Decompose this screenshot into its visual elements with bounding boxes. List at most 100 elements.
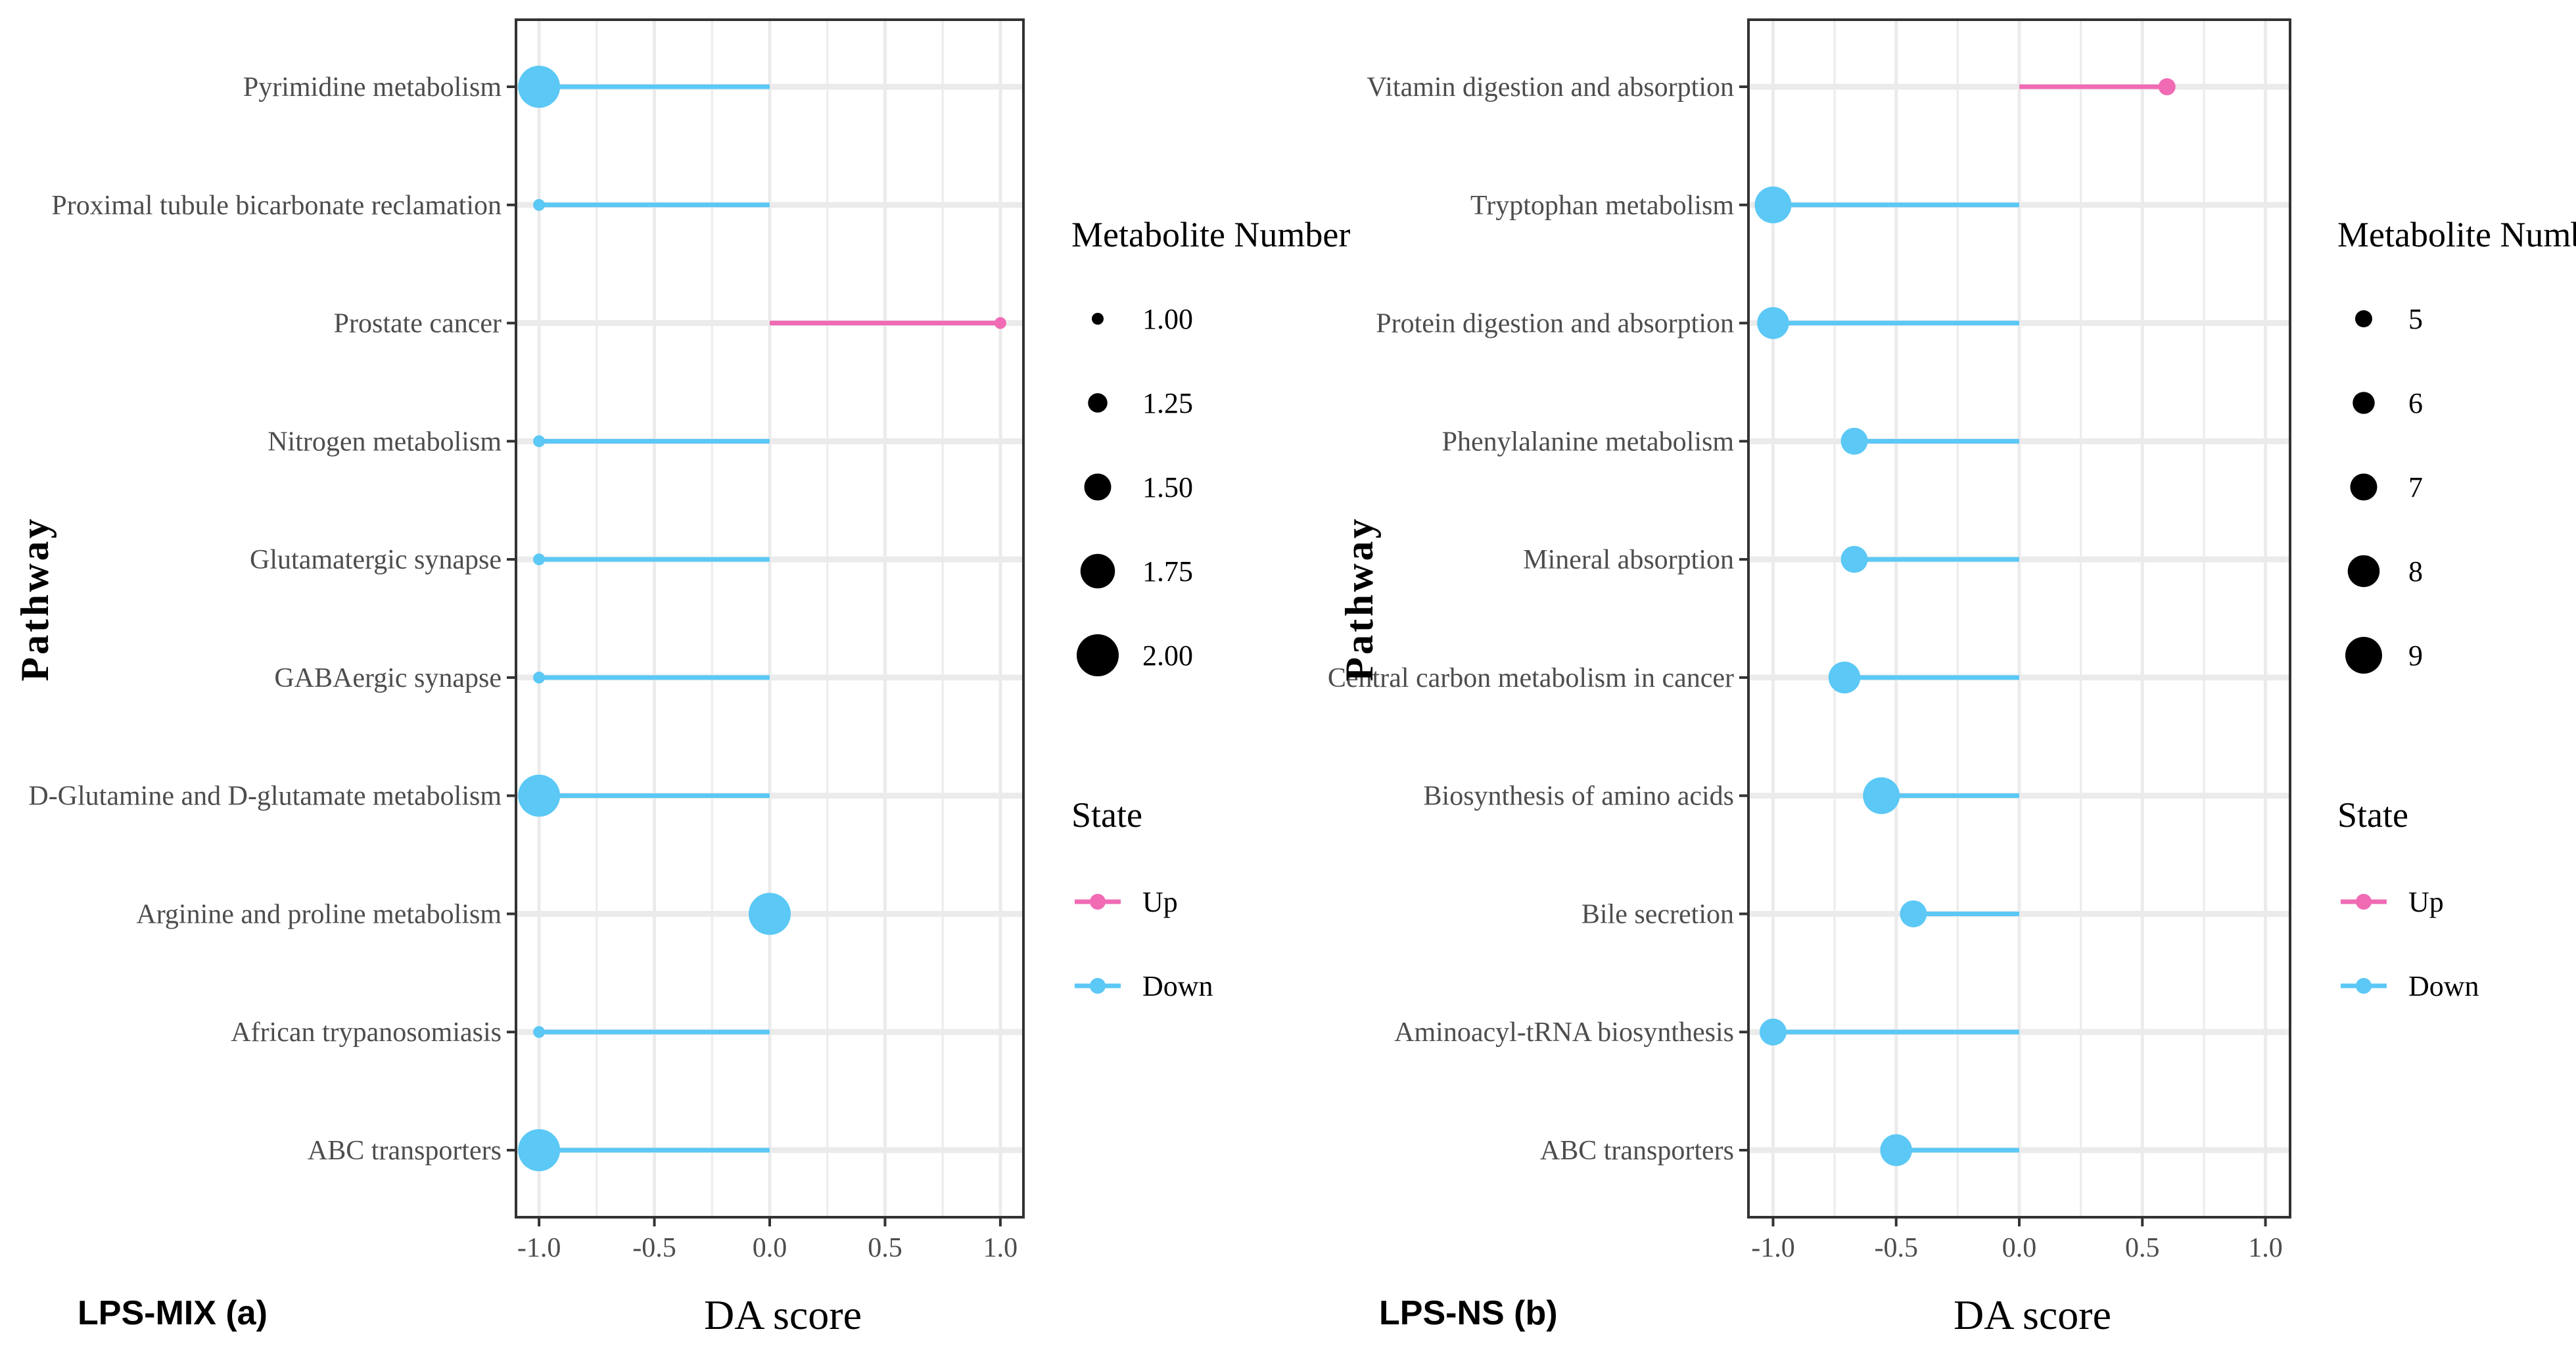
x-tick-label: 0.0 <box>2002 1233 2037 1263</box>
plot-area <box>515 18 1025 1219</box>
y-tick-label: Biosynthesis of amino acids <box>1424 781 1734 812</box>
legend-size-label: 2.00 <box>1142 639 1193 672</box>
y-tick-label: Aminoacyl-tRNA biosynthesis <box>1394 1017 1734 1048</box>
legend-state: State Up Down <box>1071 795 1213 1002</box>
x-axis-title: DA score <box>704 1291 862 1338</box>
x-tick-label: 0.5 <box>2125 1233 2160 1263</box>
panel-label-b: LPS-NS (b) <box>1379 1294 1558 1332</box>
lollipop-point <box>518 774 561 817</box>
y-axis: Vitamin digestion and absorption Tryptoph… <box>1328 72 1748 1166</box>
data-marks <box>1754 78 2176 1167</box>
lollipop-point <box>1754 186 1792 223</box>
legend-size-title: Metabolite Number <box>2337 215 2576 254</box>
y-axis-title: Pathway <box>13 516 57 681</box>
legend-size-key <box>1080 553 1115 589</box>
legend-state-dot <box>1090 894 1106 910</box>
lollipop-point <box>1863 777 1900 814</box>
legend-size-key <box>1077 634 1119 676</box>
y-axis-title: Pathway <box>1338 516 1381 681</box>
legend-size-label: 6 <box>2408 387 2423 419</box>
legend-size-key <box>2353 392 2375 414</box>
y-tick-label: ABC transporters <box>1540 1136 1734 1166</box>
legend-size-label: 1.25 <box>1142 387 1193 419</box>
lollipop-point <box>1840 427 1868 455</box>
y-tick-label: Proximal tubule bicarbonate reclamation <box>51 191 502 221</box>
legend-size-label: 5 <box>2408 303 2423 335</box>
x-tick-label: -1.0 <box>517 1233 561 1263</box>
y-tick-label: Prostate cancer <box>334 309 502 339</box>
legend-size-key <box>2347 555 2380 588</box>
legend-state-dot <box>2356 978 2372 994</box>
lollipop-point <box>533 198 546 211</box>
lollipop-point <box>2158 78 2176 95</box>
legend-state-dot <box>1090 978 1106 994</box>
legend-state-title: State <box>1071 795 1142 835</box>
lollipop-point <box>533 671 546 684</box>
y-tick-label: D-Glutamine and D-glutamate metabolism <box>28 781 502 812</box>
y-tick-label: GABAergic synapse <box>274 663 502 693</box>
lollipop-point <box>1828 661 1861 694</box>
y-tick-label: Phenylalanine metabolism <box>1442 427 1735 457</box>
x-tick-label: 0.0 <box>753 1233 787 1263</box>
legend-size-key <box>2345 637 2382 674</box>
lollipop-point <box>533 435 546 448</box>
legend-size-label: 1.50 <box>1142 471 1193 503</box>
legend-size-key <box>1084 473 1112 501</box>
legend-size-label: 1.00 <box>1142 303 1193 335</box>
x-tick-label: -0.5 <box>1874 1233 1918 1263</box>
x-tick-label: 0.5 <box>868 1233 902 1263</box>
y-tick-label: Mineral absorption <box>1523 545 1734 575</box>
data-marks <box>518 66 1006 1171</box>
legend-metabolite-number: Metabolite Number 1.00 1.25 1.50 1.75 2.00 <box>1071 215 1350 676</box>
y-tick-label: Nitrogen metabolism <box>268 427 502 457</box>
legend-state-title: State <box>2337 795 2408 835</box>
x-axis: -1.0 -0.5 0.0 0.5 1.0 DA score <box>1751 1217 2283 1338</box>
lollipop-point <box>994 317 1006 329</box>
panel-label-a: LPS-MIX (a) <box>78 1294 268 1332</box>
y-tick-label: African trypanosomiasis <box>231 1017 502 1048</box>
lollipop-point <box>1880 1134 1912 1167</box>
lollipop-point <box>533 553 546 566</box>
lollipop-point <box>533 1026 546 1038</box>
y-tick-label: Bile secretion <box>1581 899 1734 929</box>
legend-size-label: 7 <box>2408 471 2423 503</box>
legend-state-label: Down <box>1142 970 1213 1002</box>
legend-size-key <box>1088 393 1108 413</box>
y-tick-label: Tryptophan metabolism <box>1470 191 1734 221</box>
y-tick-label: ABC transporters <box>308 1136 502 1166</box>
x-axis: -1.0 -0.5 0.0 0.5 1.0 DA score <box>517 1217 1018 1338</box>
y-tick-label: Pyrimidine metabolism <box>243 72 502 103</box>
x-tick-label: -0.5 <box>632 1233 676 1263</box>
y-tick-label: Glutamatergic synapse <box>250 545 502 575</box>
y-axis: Pyrimidine metabolism Proximal tubule bic… <box>28 72 516 1166</box>
legend-state-label: Up <box>1142 886 1178 918</box>
plot-area <box>1747 18 2291 1219</box>
x-tick-label: 1.0 <box>2248 1233 2283 1263</box>
lollipop-point <box>518 66 561 108</box>
lollipop-point <box>749 893 791 935</box>
y-tick-label: Arginine and proline metabolism <box>136 899 502 929</box>
legend-size-label: 9 <box>2408 639 2423 672</box>
legend-metabolite-number: Metabolite Number 5 6 7 8 9 <box>2337 215 2576 674</box>
legend-state-dot <box>2356 894 2372 910</box>
legend-size-key <box>2355 310 2372 327</box>
x-axis-title: DA score <box>1954 1291 2111 1338</box>
x-tick-label: 1.0 <box>983 1233 1018 1263</box>
legend-size-key <box>1092 313 1104 325</box>
y-tick-label: Central carbon metabolism in cancer <box>1328 663 1734 693</box>
legend-state-label: Up <box>2408 886 2444 918</box>
y-tick-label: Protein digestion and absorption <box>1376 309 1734 339</box>
legend-size-label: 8 <box>2408 555 2423 588</box>
legend-state-label: Down <box>2408 970 2479 1002</box>
x-tick-label: -1.0 <box>1751 1233 1795 1263</box>
lollipop-point <box>518 1129 561 1171</box>
legend-state: State Up Down <box>2337 795 2479 1002</box>
legend-size-key <box>2350 473 2377 501</box>
lollipop-point <box>1759 1018 1787 1046</box>
legend-size-title: Metabolite Number <box>1071 215 1350 254</box>
lollipop-point <box>1757 307 1789 339</box>
legend-size-label: 1.75 <box>1142 555 1193 588</box>
